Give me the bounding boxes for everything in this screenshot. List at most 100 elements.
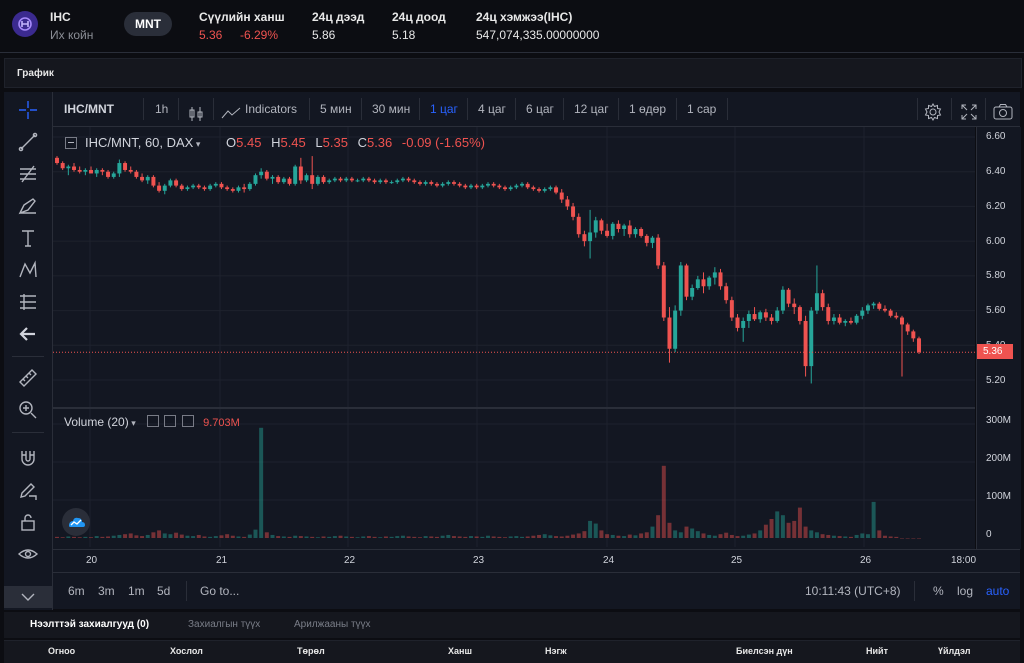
candle-body [809,310,814,367]
candlestick-chart[interactable] [53,127,975,549]
volume-bar [905,538,910,539]
volume-bar [673,530,678,538]
settings-icon[interactable] [164,415,177,427]
time-axis[interactable]: 20 21 22 23 24 25 26 18:00 [53,549,1020,572]
interval-1mo[interactable]: 1 сар [687,102,717,116]
fib-retracement-icon[interactable] [14,160,42,188]
chart-section-header [4,58,1022,88]
column-header: Хослол [170,646,203,656]
volume-bar [474,536,479,538]
chart-section-title: График [17,68,54,79]
goto-button[interactable]: Go to... [200,584,240,598]
zoom-in-icon[interactable] [14,396,42,424]
candle-style-icon[interactable] [188,101,204,121]
candle-body [854,315,859,323]
volume-bar [650,526,655,538]
auto-scale-toggle[interactable]: auto [986,584,1010,598]
pattern-icon[interactable] [14,256,42,284]
volume-bar [225,534,230,538]
volume-bar [900,538,904,539]
close-icon[interactable] [181,415,194,427]
range-6m[interactable]: 6m [68,584,85,598]
collapse-legend-icon[interactable] [65,137,77,149]
interval-12h[interactable]: 12 цаг [574,102,609,116]
back-arrow-icon[interactable] [14,320,42,348]
price-axis[interactable]: 6.60 6.40 6.20 6.00 5.80 5.60 5.40 5.20 … [976,127,1021,549]
volume-bar [304,536,309,538]
volume-bar [814,532,819,538]
time-tick: 22 [344,555,356,566]
interval-5min[interactable]: 5 мин [320,102,352,116]
candle-body [814,293,819,311]
volume-bar [298,536,303,538]
candle-body [917,338,921,353]
range-5d[interactable]: 5d [157,584,171,598]
candle-body [338,178,343,181]
crosshair-icon[interactable] [14,96,42,124]
candle-body [355,180,360,182]
volume-bar [321,536,326,538]
volume-bar [242,536,247,538]
camera-icon[interactable] [993,100,1013,120]
volume-bar [429,536,434,538]
prediction-icon[interactable] [14,288,42,316]
candle-body [758,312,763,320]
volume-bar [729,534,734,538]
candle-body [134,171,139,177]
visibility-icon[interactable] [147,415,160,427]
volume-legend-label[interactable]: Volume (20) [64,415,129,429]
interval-4h[interactable]: 4 цаг [478,102,506,116]
interval-6h[interactable]: 6 цаг [526,102,554,116]
settings-gear-icon[interactable] [924,100,942,121]
clock-display[interactable]: 10:11:43 (UTC+8) [805,584,901,598]
interval-1d[interactable]: 1 өдөр [629,102,667,116]
log-scale-toggle[interactable]: log [957,584,974,598]
fullscreen-icon[interactable] [960,100,978,120]
volume-bar [219,535,224,538]
tab-order-history[interactable]: Захиалгын түүх [188,619,261,630]
percent-scale-toggle[interactable]: % [933,584,944,598]
volume-bar [383,536,388,538]
indicators-button[interactable]: Indicators [245,102,298,116]
range-3m[interactable]: 3m [98,584,115,598]
candle-body [349,178,354,181]
eye-icon[interactable] [14,540,42,568]
interval-1h[interactable]: 1 цаг [430,102,458,116]
interval-30min[interactable]: 30 мин [372,102,411,116]
volume-bar [168,534,173,538]
volume-bar [293,535,298,538]
volume-bar [469,536,473,538]
tab-open-orders[interactable]: Нээлттэй захиалгууд (0) [30,619,150,630]
magnet-icon[interactable] [14,444,42,472]
volume-bar [236,536,241,538]
volume-bar [554,536,559,538]
volume-tick: 100M [986,491,1012,502]
lock-pencil-icon[interactable] [14,476,42,504]
volume-bar [372,536,377,538]
indicators-icon[interactable] [221,101,241,119]
tradingview-logo-icon[interactable] [62,508,90,536]
collapse-toolbar-button[interactable] [4,586,52,608]
symbol-selector[interactable]: IHC/MNT [64,102,114,116]
candle-body [497,185,502,188]
volume-bar [894,536,899,538]
legend-low: 5.35 [322,135,348,150]
trend-line-icon[interactable] [14,128,42,156]
legend-symbol[interactable]: IHC/MNT, 60, DAX [85,135,194,150]
interval-selector[interactable]: 1h [155,102,169,116]
candle-body [111,173,116,177]
chart-pane[interactable]: IHC/MNT, 60, DAX ▾ O5.45 H5.45 L5.35 C5.… [53,127,975,549]
ruler-icon[interactable] [14,364,42,392]
quote-currency-button[interactable]: MNT [124,12,172,36]
brush-icon[interactable] [14,192,42,220]
tab-trade-history[interactable]: Арилжааны түүх [294,619,371,630]
volume-bar [196,534,201,538]
volume-bar [491,536,496,538]
column-header: Үйлдэл [938,646,971,656]
last-price-value: 5.36 [199,28,223,42]
lock-icon[interactable] [14,508,42,536]
candle-body [457,183,462,186]
text-tool-icon[interactable] [14,224,42,252]
range-1m[interactable]: 1m [128,584,145,598]
price-tick: 6.40 [986,166,1006,177]
